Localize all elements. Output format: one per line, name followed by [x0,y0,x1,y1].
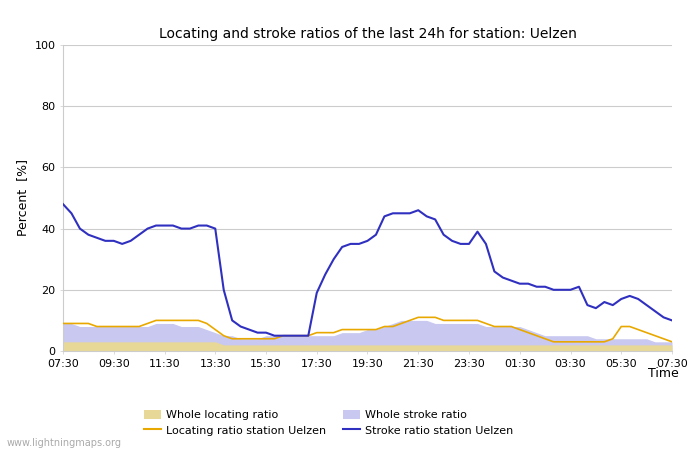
Y-axis label: Percent  [%]: Percent [%] [16,159,29,237]
Text: Time: Time [648,367,679,380]
Legend: Whole locating ratio, Locating ratio station Uelzen, Whole stroke ratio, Stroke : Whole locating ratio, Locating ratio sta… [140,405,518,440]
Text: www.lightningmaps.org: www.lightningmaps.org [7,438,122,448]
Title: Locating and stroke ratios of the last 24h for station: Uelzen: Locating and stroke ratios of the last 2… [159,27,576,41]
